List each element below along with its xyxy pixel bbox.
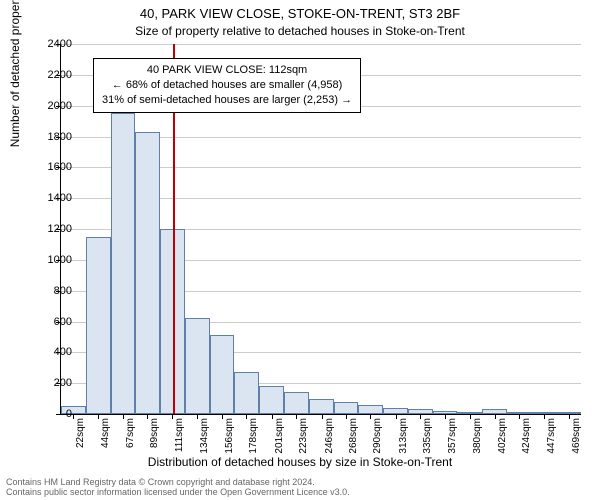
- histogram-bar: [135, 132, 160, 414]
- x-tick-mark: [396, 414, 397, 419]
- y-tick-label: 1800: [32, 131, 72, 143]
- x-tick-mark: [569, 414, 570, 419]
- x-tick-mark: [246, 414, 247, 419]
- y-axis-label: Number of detached properties: [8, 0, 22, 147]
- chart-title-main: 40, PARK VIEW CLOSE, STOKE-ON-TRENT, ST3…: [0, 6, 600, 21]
- histogram-bar: [210, 335, 235, 414]
- y-tick-label: 0: [32, 408, 72, 420]
- y-tick-label: 1400: [32, 192, 72, 204]
- histogram-bar: [111, 113, 136, 414]
- x-tick-mark: [346, 414, 347, 419]
- grid-line: [61, 44, 581, 45]
- histogram-bar: [234, 372, 259, 414]
- y-tick-label: 1000: [32, 254, 72, 266]
- chart-container: 40, PARK VIEW CLOSE, STOKE-ON-TRENT, ST3…: [0, 0, 600, 500]
- histogram-bar: [185, 318, 210, 414]
- x-tick-mark: [272, 414, 273, 419]
- x-tick-mark: [470, 414, 471, 419]
- x-tick-mark: [172, 414, 173, 419]
- annotation-box: 40 PARK VIEW CLOSE: 112sqm ← 68% of deta…: [93, 58, 361, 113]
- histogram-bar: [358, 405, 383, 414]
- x-tick-mark: [123, 414, 124, 419]
- annotation-line2: ← 68% of detached houses are smaller (4,…: [102, 78, 352, 93]
- chart-title-sub: Size of property relative to detached ho…: [0, 24, 600, 38]
- histogram-bar: [86, 237, 111, 414]
- y-tick-label: 800: [32, 285, 72, 297]
- x-tick-mark: [222, 414, 223, 419]
- x-tick-mark: [519, 414, 520, 419]
- y-tick-label: 200: [32, 377, 72, 389]
- y-tick-label: 2200: [32, 69, 72, 81]
- y-tick-label: 2400: [32, 38, 72, 50]
- plot-area: 40 PARK VIEW CLOSE: 112sqm ← 68% of deta…: [60, 44, 581, 415]
- y-tick-label: 400: [32, 346, 72, 358]
- x-tick-mark: [296, 414, 297, 419]
- footer-credits: Contains HM Land Registry data © Crown c…: [6, 478, 596, 498]
- x-tick-mark: [322, 414, 323, 419]
- x-tick-mark: [445, 414, 446, 419]
- y-tick-label: 600: [32, 316, 72, 328]
- y-tick-label: 1600: [32, 161, 72, 173]
- histogram-bar: [334, 402, 359, 414]
- y-tick-label: 1200: [32, 223, 72, 235]
- annotation-line1: 40 PARK VIEW CLOSE: 112sqm: [102, 63, 352, 78]
- x-tick-mark: [98, 414, 99, 419]
- x-axis-label: Distribution of detached houses by size …: [0, 455, 600, 469]
- histogram-bar: [284, 392, 309, 414]
- histogram-bar: [309, 399, 334, 414]
- x-tick-mark: [495, 414, 496, 419]
- histogram-bar: [259, 386, 284, 414]
- footer-line2: Contains public sector information licen…: [6, 488, 596, 498]
- y-tick-label: 2000: [32, 100, 72, 112]
- annotation-line3: 31% of semi-detached houses are larger (…: [102, 93, 352, 108]
